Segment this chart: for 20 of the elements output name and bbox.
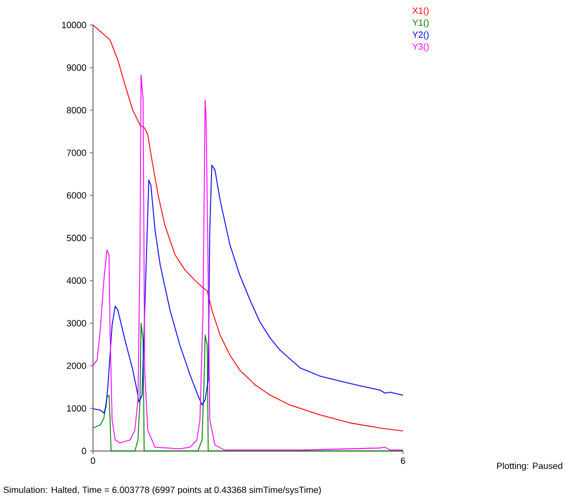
y-tick-label: 7000	[66, 150, 86, 156]
text: Plotting: Paused	[497, 462, 562, 471]
y-tick-label: 4000	[66, 277, 86, 284]
y-tick-label: 2000	[66, 362, 86, 369]
y-tick-label: 9000	[66, 64, 86, 71]
text: X1()	[412, 7, 429, 16]
y-tick-label: 0	[82, 448, 86, 454]
line-series	[92, 24, 404, 432]
text: Y3()	[412, 43, 429, 52]
y-tick-label: 8000	[66, 107, 86, 114]
text: Y2()	[412, 31, 429, 40]
y-tick-label: 6000	[66, 192, 86, 199]
y-tick-label: 3000	[66, 320, 86, 326]
text: Simulation: Halted, Time = 6.003778 (6997 points at 0.43368 simTime/sysTime)	[4, 486, 321, 495]
text: Y1()	[412, 19, 429, 28]
y-tick-label: 10000	[62, 22, 86, 28]
y-tick-label: 5000	[66, 234, 86, 242]
y-tick-label: 1000	[67, 405, 86, 412]
x-tick-label: 6	[400, 458, 406, 464]
line-series	[92, 164, 404, 414]
